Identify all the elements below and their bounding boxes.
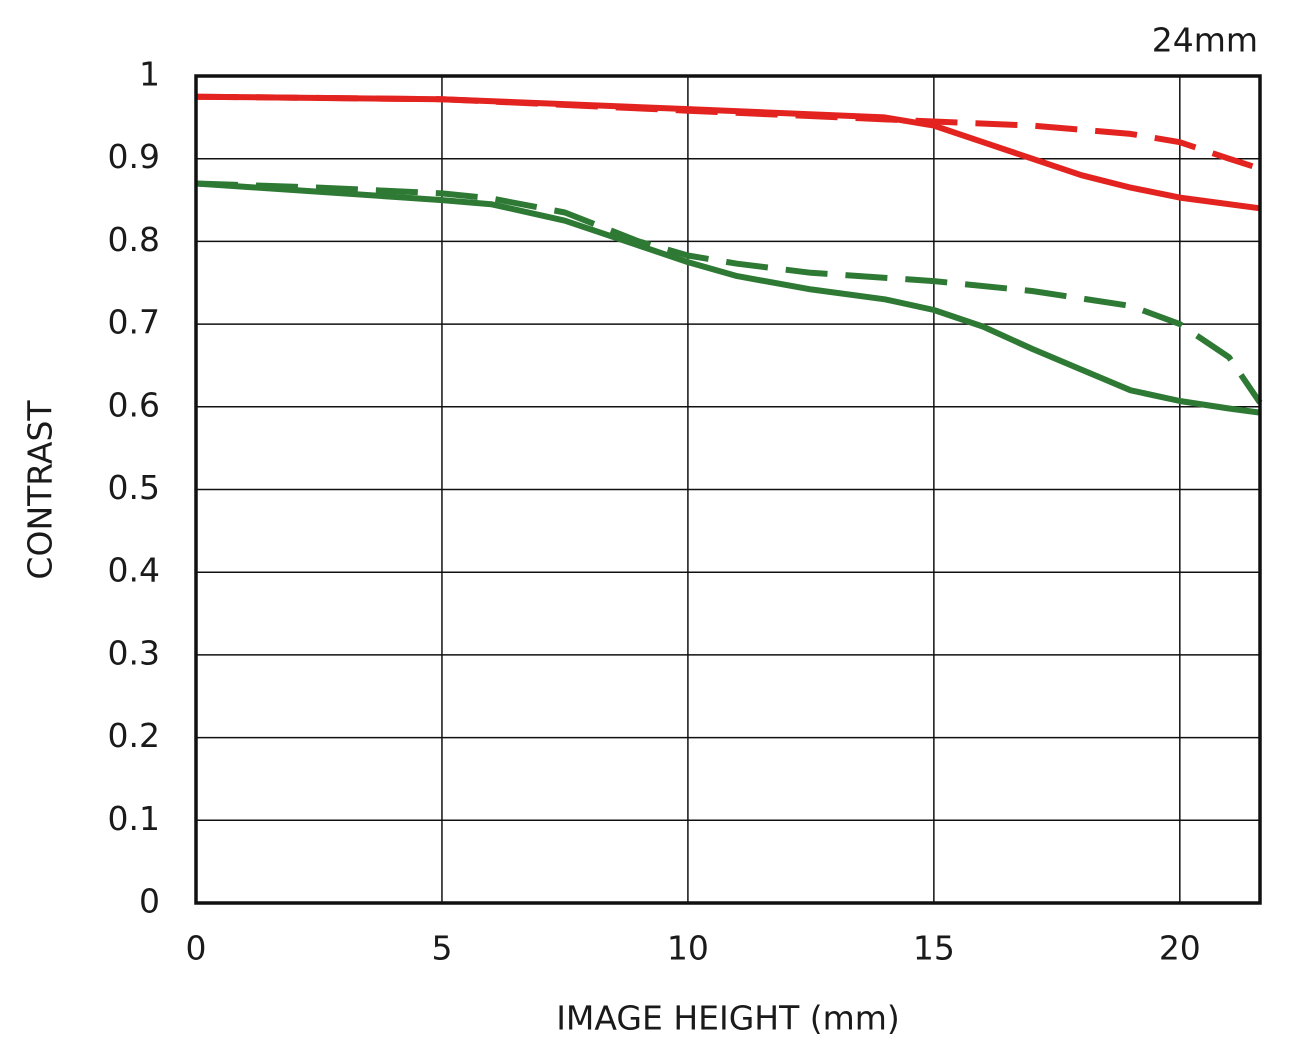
y-tick-label: 0.4 bbox=[108, 551, 160, 590]
x-axis-label: IMAGE HEIGHT (mm) bbox=[556, 999, 900, 1038]
y-tick-label: 0.9 bbox=[108, 137, 160, 176]
y-tick-label: 0.5 bbox=[108, 468, 160, 507]
y-tick-label: 0.1 bbox=[108, 799, 160, 838]
y-tick-label: 0.3 bbox=[108, 633, 160, 672]
y-tick-label: 0.7 bbox=[108, 303, 160, 342]
y-tick-label: 0.6 bbox=[108, 385, 160, 424]
line-series bbox=[195, 93, 1261, 212]
x-tick-label: 20 bbox=[1159, 929, 1201, 968]
y-tick-label: 0.8 bbox=[108, 220, 160, 259]
line-series bbox=[195, 180, 1261, 416]
line-series bbox=[195, 93, 1261, 172]
y-tick-label: 0 bbox=[139, 882, 160, 921]
plot-frame bbox=[194, 74, 1262, 905]
x-tick-label: 10 bbox=[667, 929, 709, 968]
x-tick-label: 0 bbox=[186, 929, 207, 968]
x-tick-label: 5 bbox=[431, 929, 452, 968]
y-axis-label: CONTRAST bbox=[21, 400, 60, 580]
annotation: 24mm bbox=[1152, 21, 1258, 60]
y-tick-label: 1 bbox=[139, 55, 160, 94]
line-series bbox=[195, 180, 1263, 405]
x-tick-label: 15 bbox=[913, 929, 955, 968]
y-tick-label: 0.2 bbox=[108, 716, 160, 755]
